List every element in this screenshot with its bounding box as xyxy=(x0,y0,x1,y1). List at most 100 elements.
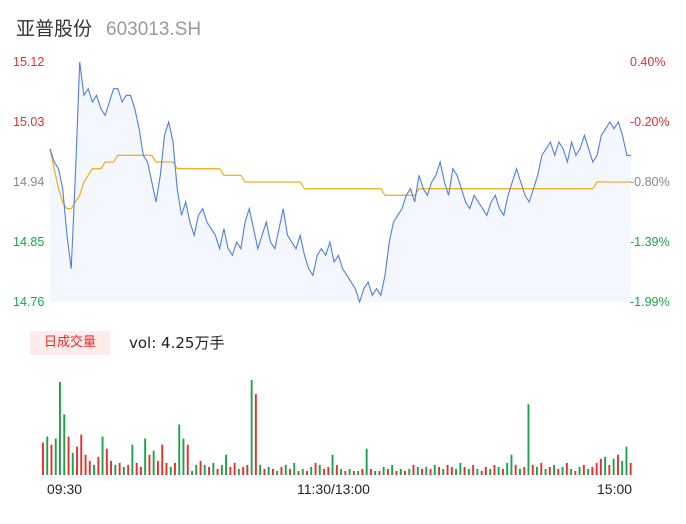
stock-name: 亚普股份 xyxy=(16,18,93,40)
volume-bar xyxy=(280,466,283,475)
volume-bar xyxy=(514,464,517,475)
volume-bar xyxy=(297,471,300,475)
volume-bar xyxy=(357,471,360,475)
volume-bar xyxy=(284,464,287,475)
price-axis-label: 14.85 xyxy=(13,235,45,249)
volume-bar xyxy=(450,466,453,475)
volume-bar xyxy=(327,466,330,475)
volume-bar xyxy=(382,466,385,475)
volume-bar xyxy=(438,466,440,475)
price-axis-label: 14.94 xyxy=(13,175,45,189)
volume-bar xyxy=(608,464,611,475)
volume-bar xyxy=(604,456,607,475)
volume-bar xyxy=(621,460,624,475)
volume-bar xyxy=(595,462,598,475)
volume-bar xyxy=(570,468,572,475)
volume-bar xyxy=(548,466,551,475)
volume-tab[interactable]: 日成交量 xyxy=(30,331,110,355)
volume-bar xyxy=(237,468,240,475)
volume-bar xyxy=(267,466,270,475)
volume-bar xyxy=(63,414,66,475)
volume-bar xyxy=(335,464,338,475)
volume-bar xyxy=(574,471,577,475)
volume-bar xyxy=(306,471,308,475)
volume-bar xyxy=(157,460,159,475)
volume-bar xyxy=(46,436,49,475)
volume-bar xyxy=(421,468,423,475)
volume-bar xyxy=(323,468,325,475)
volume-bar xyxy=(463,466,466,475)
volume-bar xyxy=(527,404,530,475)
volume-bar xyxy=(591,466,594,475)
volume-bar xyxy=(404,471,406,475)
volume-bar xyxy=(233,462,236,475)
volume-bar xyxy=(391,464,394,475)
volume-bar xyxy=(178,424,181,475)
pct-axis-label: -1.39% xyxy=(630,235,670,249)
volume-bar xyxy=(540,462,543,475)
volume-bar xyxy=(186,444,189,475)
volume-bar xyxy=(599,458,602,475)
volume-bar xyxy=(557,468,560,475)
volume-bar xyxy=(433,464,436,475)
volume-bar xyxy=(203,464,206,475)
volume-bar xyxy=(340,468,342,475)
volume-bar xyxy=(293,462,296,475)
volume-bar xyxy=(195,464,198,475)
volume-bar xyxy=(76,446,78,475)
volume-bar xyxy=(378,471,381,475)
time-label-close: 15:00 xyxy=(597,481,633,497)
price-area-fill xyxy=(50,62,631,302)
header: 亚普股份 603013.SH xyxy=(16,14,201,40)
volume-bar xyxy=(67,436,70,475)
volume-bar xyxy=(361,468,364,475)
volume-bar xyxy=(229,466,232,475)
volume-bar xyxy=(561,466,564,475)
time-label-open: 09:30 xyxy=(47,481,83,497)
volume-bar xyxy=(263,468,266,475)
volume-bar xyxy=(416,466,419,475)
pct-axis-label: -0.20% xyxy=(630,115,670,129)
volume-bar xyxy=(161,444,164,475)
volume-bar xyxy=(80,434,83,475)
volume-bar xyxy=(114,464,117,475)
volume-bar xyxy=(476,468,479,475)
volume-bar xyxy=(152,450,155,475)
price-axis-label: 15.03 xyxy=(13,115,45,129)
volume-bar xyxy=(352,471,355,475)
volume-bar xyxy=(510,454,513,475)
volume-bar xyxy=(365,448,368,475)
volume-bar xyxy=(216,468,219,475)
volume-bar xyxy=(412,464,415,475)
volume-bar xyxy=(480,471,483,475)
volume-bar xyxy=(135,462,138,475)
volume-bar xyxy=(97,456,100,475)
volume-bar xyxy=(250,380,253,475)
volume-bar xyxy=(459,462,462,475)
volume-bar xyxy=(165,462,168,475)
volume-bar xyxy=(489,468,492,475)
time-label-midday: 11:30/13:00 xyxy=(297,481,370,497)
volume-bar xyxy=(395,471,398,475)
volume-bar xyxy=(544,468,547,475)
pct-axis-label: -1.99% xyxy=(630,295,670,309)
volume-bar xyxy=(259,464,262,475)
volume-bar xyxy=(191,471,193,475)
volume-bar xyxy=(344,471,347,475)
volume-bar xyxy=(565,462,568,475)
volume-bar xyxy=(242,466,245,475)
volume-bar xyxy=(131,444,134,475)
volume-bar xyxy=(225,454,227,475)
volume-bar xyxy=(425,466,428,475)
volume-bar xyxy=(484,466,487,475)
volume-bar xyxy=(118,462,121,475)
volume-bar xyxy=(553,464,555,475)
volume-bar xyxy=(629,462,632,475)
volume-bar xyxy=(50,444,53,475)
volume-bar xyxy=(625,446,628,475)
volume-bar xyxy=(506,462,509,475)
volume-readout: vol: 4.25万手 xyxy=(129,334,225,352)
volume-bar xyxy=(408,468,411,475)
volume-bar xyxy=(289,468,291,475)
